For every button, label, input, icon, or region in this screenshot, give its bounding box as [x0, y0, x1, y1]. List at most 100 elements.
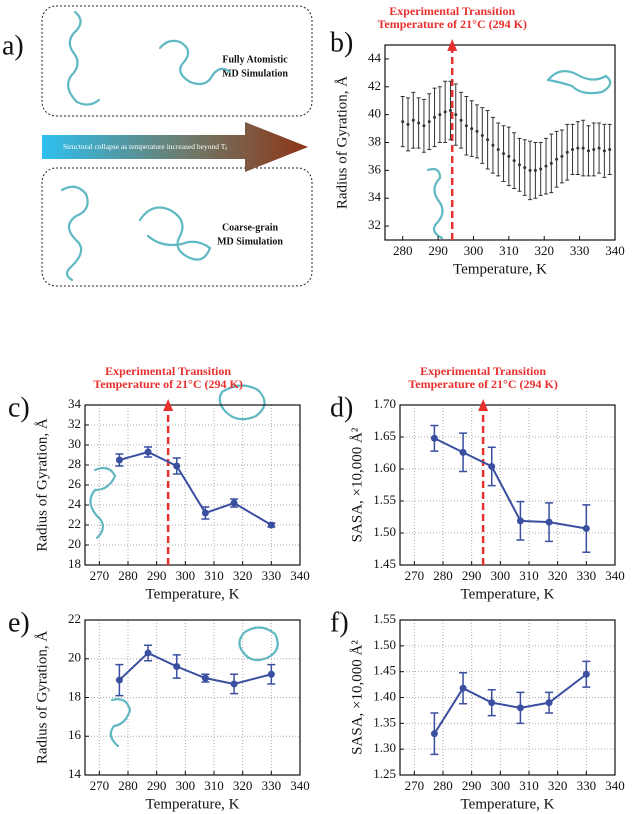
x-tick-label: 310	[519, 568, 539, 583]
data-point	[459, 448, 467, 456]
data-point	[539, 167, 543, 171]
y-tick-label: 1.40	[373, 688, 396, 703]
plot-frame	[399, 404, 616, 566]
data-point	[516, 704, 524, 712]
data-point	[512, 159, 516, 163]
y-tick-label: 1.50	[373, 637, 396, 652]
y-tick-label: 16	[68, 727, 82, 742]
y-tick-label: 42	[368, 78, 381, 93]
data-point	[470, 127, 474, 131]
x-tick-label: 290	[147, 568, 167, 583]
data-point	[115, 456, 123, 464]
y-tick-label: 1.35	[373, 714, 396, 729]
data-point	[582, 670, 590, 678]
data-point	[533, 168, 537, 172]
data-point	[411, 118, 415, 122]
annotation: Temperature of 21°C (294 K)	[408, 377, 557, 391]
data-point	[507, 154, 511, 158]
data-point	[401, 120, 405, 124]
protein	[218, 384, 266, 421]
y-tick-label: 1.45	[373, 556, 396, 571]
series-line	[118, 651, 272, 685]
y-tick-label: 32	[68, 416, 81, 431]
data-point	[488, 699, 496, 707]
y-tick-label: 26	[68, 476, 82, 491]
panel-label: b)	[330, 27, 353, 58]
x-tick-label: 340	[605, 243, 625, 258]
annotation: Temperature of 21°C (294 K)	[93, 377, 242, 391]
x-tick-label: 300	[176, 568, 196, 583]
data-point	[491, 143, 495, 147]
x-tick-label: 320	[233, 568, 253, 583]
panel-label: e)	[8, 607, 30, 638]
data-point	[475, 129, 479, 133]
data-point	[523, 166, 527, 170]
data-point	[417, 121, 421, 125]
y-tick-label: 1.45	[373, 663, 396, 678]
data-point	[144, 448, 152, 456]
box	[41, 167, 313, 287]
x-tick-label: 280	[433, 568, 453, 583]
protein	[89, 466, 117, 540]
panel-label: f)	[330, 607, 349, 638]
diagram-text: MD Simulation	[217, 236, 283, 247]
data-point	[144, 649, 152, 657]
data-point	[433, 115, 437, 119]
x-tick-label: 290	[462, 568, 482, 583]
y-tick-label: 34	[368, 189, 382, 204]
x-tick-label: 280	[393, 243, 413, 258]
x-tick-label: 310	[499, 243, 519, 258]
data-point	[571, 147, 575, 151]
protein	[60, 185, 89, 282]
series-line	[433, 437, 587, 530]
x-tick-label: 330	[570, 243, 590, 258]
data-point	[406, 122, 410, 126]
plot-frame	[84, 404, 301, 566]
x-tick-label: 270	[90, 778, 110, 793]
y-tick-label: 38	[368, 133, 381, 148]
annotation: Temperature of 21°C (294 K)	[378, 17, 527, 31]
y-axis-label: Radius of Gyration, Å	[334, 76, 350, 209]
y-tick-label: 1.30	[373, 740, 396, 755]
data-point	[448, 108, 452, 112]
x-tick-label: 280	[118, 568, 138, 583]
x-tick-label: 300	[464, 243, 484, 258]
data-point	[608, 147, 612, 151]
plot-frame	[384, 44, 616, 241]
annotation-arrowhead	[163, 399, 174, 411]
y-tick-label: 28	[68, 456, 81, 471]
y-tick-label: 40	[368, 106, 381, 121]
x-tick-label: 310	[204, 778, 224, 793]
x-axis-label: Temperature, K	[461, 586, 555, 602]
protein	[238, 626, 279, 662]
data-point	[496, 147, 500, 151]
y-tick-label: 1.60	[373, 460, 396, 475]
box	[41, 5, 313, 117]
data-point	[430, 434, 438, 442]
data-point	[173, 663, 181, 670]
data-point	[576, 146, 580, 150]
annotation: Experimental Transition	[420, 364, 546, 378]
y-tick-label: 36	[368, 161, 382, 176]
data-point	[597, 146, 601, 150]
data-point	[201, 509, 209, 517]
diagram-text: Fully Atomistic	[222, 54, 288, 65]
y-tick-label: 1.25	[373, 766, 396, 781]
x-tick-label: 270	[90, 568, 110, 583]
series-line	[433, 673, 587, 735]
data-point	[422, 124, 426, 128]
arrow-text: Structural collapse as temperature incre…	[63, 142, 226, 151]
data-point	[115, 676, 123, 684]
x-tick-label: 290	[462, 778, 482, 793]
panel-label: c)	[8, 392, 30, 423]
arrow-sub: t	[225, 146, 227, 152]
data-point	[430, 730, 438, 738]
data-point	[427, 120, 431, 124]
y-tick-label: 1.55	[373, 492, 396, 507]
y-tick-label: 30	[68, 436, 81, 451]
data-point	[480, 134, 484, 138]
panel-label: d)	[330, 392, 353, 423]
x-tick-label: 290	[147, 778, 167, 793]
x-axis-label: Temperature, K	[461, 796, 555, 812]
protein	[138, 206, 212, 261]
